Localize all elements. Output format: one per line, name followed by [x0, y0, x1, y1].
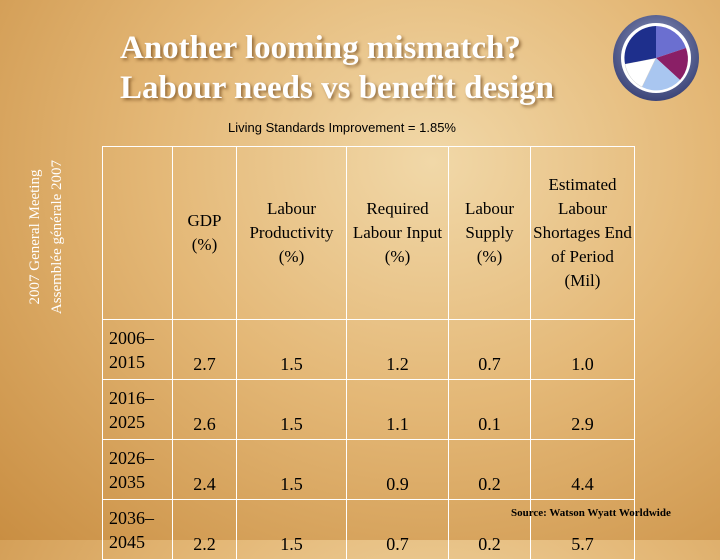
- productivity-cell: 1.5: [236, 439, 347, 500]
- table-header-row: GDP (%) Labour Productivity (%) Required…: [102, 146, 635, 320]
- productivity-cell: 1.5: [236, 379, 347, 440]
- table-row: 2026– 2035 2.4 1.5 0.9 0.2 4.4: [102, 439, 635, 500]
- supply-cell: 0.2: [448, 439, 531, 500]
- source-note: Source: Watson Wyatt Worldwide: [511, 507, 671, 519]
- required-cell: 1.2: [346, 319, 449, 380]
- header-period: [102, 146, 173, 320]
- period-cell: 2016– 2025: [102, 379, 173, 440]
- header-productivity: Labour Productivity (%): [236, 146, 347, 320]
- header-supply: Labour Supply (%): [448, 146, 531, 320]
- period-cell: 2036– 2045: [102, 499, 173, 560]
- productivity-cell: 1.5: [236, 499, 347, 560]
- table-row: 2016– 2025 2.6 1.5 1.1 0.1 2.9: [102, 379, 635, 440]
- header-required: Required Labour Input (%): [346, 146, 449, 320]
- header-gdp: GDP (%): [172, 146, 237, 320]
- slide-title: Another looming mismatch? Labour needs v…: [120, 28, 600, 108]
- gdp-cell: 2.2: [172, 499, 237, 560]
- period-cell: 2026– 2035: [102, 439, 173, 500]
- slide: 2007 General Meeting Assemblée générale …: [20, 15, 699, 560]
- side-label-line2: Assemblée générale 2007: [49, 159, 65, 315]
- side-label-line1: 2007 General Meeting: [27, 169, 43, 305]
- shortage-cell: 4.4: [530, 439, 635, 500]
- supply-cell: 0.1: [448, 379, 531, 440]
- required-cell: 0.9: [346, 439, 449, 500]
- period-cell: 2006– 2015: [102, 319, 173, 380]
- gdp-cell: 2.7: [172, 319, 237, 380]
- pie-chart-logo-icon: [613, 15, 699, 101]
- required-cell: 1.1: [346, 379, 449, 440]
- shortage-cell: 2.9: [530, 379, 635, 440]
- title-line2: Labour needs vs benefit design: [120, 70, 554, 106]
- gdp-cell: 2.4: [172, 439, 237, 500]
- title-line1: Another looming mismatch?: [120, 30, 521, 66]
- shortage-cell: 1.0: [530, 319, 635, 380]
- side-label: 2007 General Meeting Assemblée générale …: [20, 140, 72, 335]
- required-cell: 0.7: [346, 499, 449, 560]
- gdp-cell: 2.6: [172, 379, 237, 440]
- productivity-cell: 1.5: [236, 319, 347, 380]
- header-shortage: Estimated Labour Shortages End of Period…: [530, 146, 635, 320]
- supply-cell: 0.7: [448, 319, 531, 380]
- table-row: 2006– 2015 2.7 1.5 1.2 0.7 1.0: [102, 319, 635, 380]
- data-table: GDP (%) Labour Productivity (%) Required…: [102, 146, 635, 560]
- subtitle: Living Standards Improvement = 1.85%: [228, 120, 456, 135]
